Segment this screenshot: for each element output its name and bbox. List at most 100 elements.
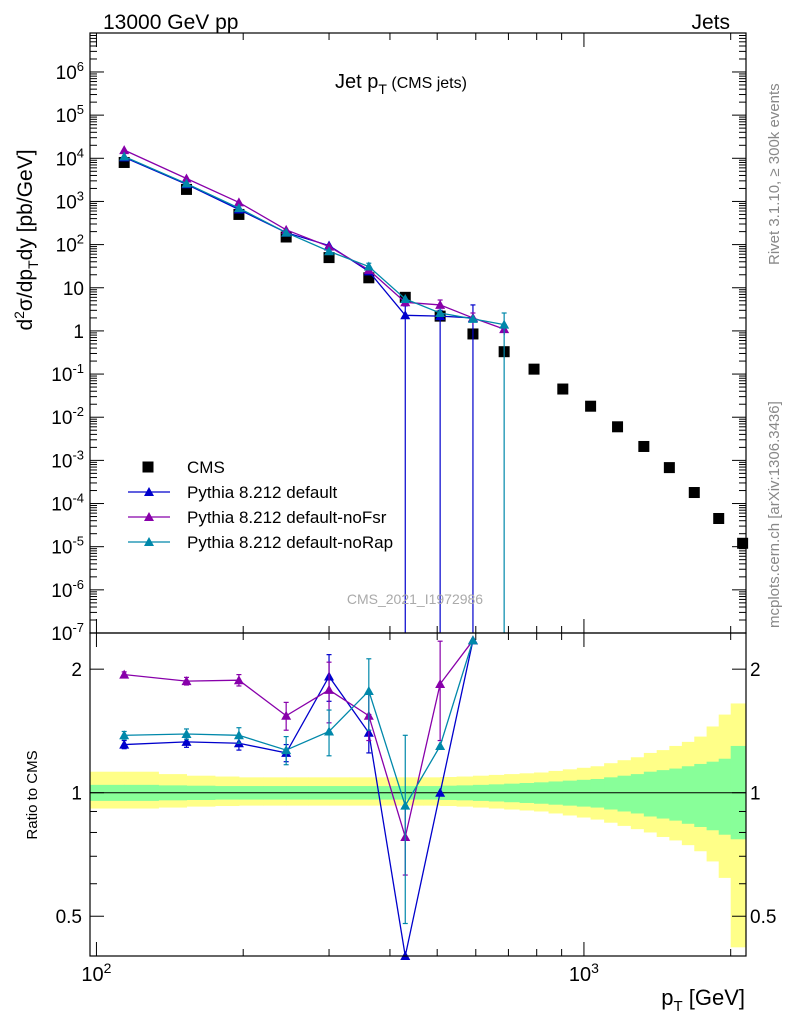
triangle-marker [144,512,154,521]
ratio-y-tick-label: 0.5 [56,907,82,928]
triangle-marker [281,710,292,720]
triangle-marker [400,293,411,303]
ratio-y-tick-label: 2 [71,660,82,681]
triangle-marker [181,676,192,686]
y-tick-label: 103 [56,188,84,213]
series-pythia-8-212-default-norap [119,151,510,633]
ratio-series-pythia-8-212-default-nofsr [119,635,478,876]
legend-label: CMS [187,458,225,477]
legend: CMS Pythia 8.212 default Pythia 8.212 defa… [128,458,393,552]
watermark: CMS_2021_I1972986 [347,591,483,607]
ratio-band-inner [706,761,720,831]
ratio-y-tick-label: 1 [750,784,761,805]
y-tick-label: 1 [73,322,84,343]
series-pythia-8-212-default-nofsr [119,145,510,336]
legend-label: Pythia 8.212 default-noFsr [187,508,387,527]
triangle-marker [119,669,130,679]
header-right: Jets [691,11,730,34]
ratio-band-inner [630,774,645,814]
ratio-band-inner [718,758,732,835]
data-point [233,208,245,220]
y-tick-label: 10 [63,279,84,300]
data-point [180,183,192,195]
triangle-marker [233,675,244,685]
triangle-marker [499,319,510,329]
data-point [663,462,675,474]
y-tick-label: 10-7 [51,620,84,645]
y-tick-label: 10-3 [51,447,84,472]
ratio-band-inner [617,775,632,812]
data-point [528,363,540,375]
triangle-marker [181,736,192,746]
data-point [737,537,749,549]
triangle-marker [281,745,292,755]
triangle-marker [233,197,244,207]
y-tick-label: 10-1 [51,361,84,386]
y-tick-label: 10-6 [51,577,84,602]
ratio-y-tick-label: 2 [750,660,761,681]
ratio-y-tick-label: 0.5 [750,907,776,928]
ratio-band-inner [656,770,670,819]
triangle-marker [467,313,478,323]
triangle-marker [363,261,374,271]
x-tick-label: 102 [81,960,111,986]
data-point [363,272,375,284]
ratio-band-inner [576,779,592,807]
data-point [323,252,335,264]
triangle-marker [467,635,478,645]
ratio-panel: 102 103 0.5 0.5 1 1 2 2 [56,632,776,986]
x-tick-label: 103 [569,960,599,986]
triangle-marker [119,151,130,161]
y-tick-label: 10-5 [51,534,84,559]
y-tick-label: 10-2 [51,404,84,429]
data-point [118,156,130,168]
triangle-marker [324,246,335,256]
triangle-marker [435,308,446,318]
ratio-frame [89,632,747,957]
data-point [638,440,650,452]
triangle-marker [281,227,292,237]
triangle-marker [181,173,192,183]
ratio-band-inner [681,766,695,824]
x-axis-label: pT [GeV] [661,985,745,1015]
rivet-label: Rivet 3.1.10, ≥ 300k events [766,83,783,265]
triangle-marker [435,740,446,750]
y-tick-label: 105 [56,102,84,127]
triangle-marker [119,739,130,749]
series-pythia-8-212-default [119,152,478,633]
triangle-marker [119,730,130,740]
legend-marker [142,461,154,473]
mcplots-label: mcplots.cern.ch [arXiv:1306.3436] [766,401,783,628]
triangle-marker [363,685,374,695]
data-point [688,487,700,499]
ratio-y-tick-label: 1 [71,784,82,805]
triangle-marker [324,684,335,694]
data-point [585,400,597,412]
triangle-marker [181,729,192,739]
triangle-marker [435,679,446,689]
triangle-marker [324,726,335,736]
ratio-band-inner [604,777,619,810]
y-axis-label: d2σ/dpTdy [pb/GeV] [11,149,41,330]
triangle-marker [144,537,154,546]
y-tick-label: 102 [56,232,84,257]
triangle-marker [233,203,244,213]
ratio-y-axis-label: Ratio to CMS [24,750,41,839]
y-tick-label: 106 [56,59,84,84]
main-panel: 10-7 10-6 10-5 10-4 10-3 10-2 10-1 1 10 102 103 104… [51,32,749,645]
data-point [612,421,624,433]
triangle-marker [233,730,244,740]
triangle-marker [400,310,411,320]
ratio-band-inner [694,763,708,827]
ratio-band-inner [590,778,605,808]
header-left: 13000 GeV pp [103,11,238,34]
triangle-marker [119,145,130,155]
series-line [123,149,505,330]
chart-title: Jet pT (CMS jets) [335,71,467,97]
data-point [713,512,725,524]
triangle-marker [435,787,446,797]
ratio-band-inner [643,771,658,817]
ratio-series-pythia-8-212-default-norap [119,635,478,925]
series-cms [118,156,749,549]
